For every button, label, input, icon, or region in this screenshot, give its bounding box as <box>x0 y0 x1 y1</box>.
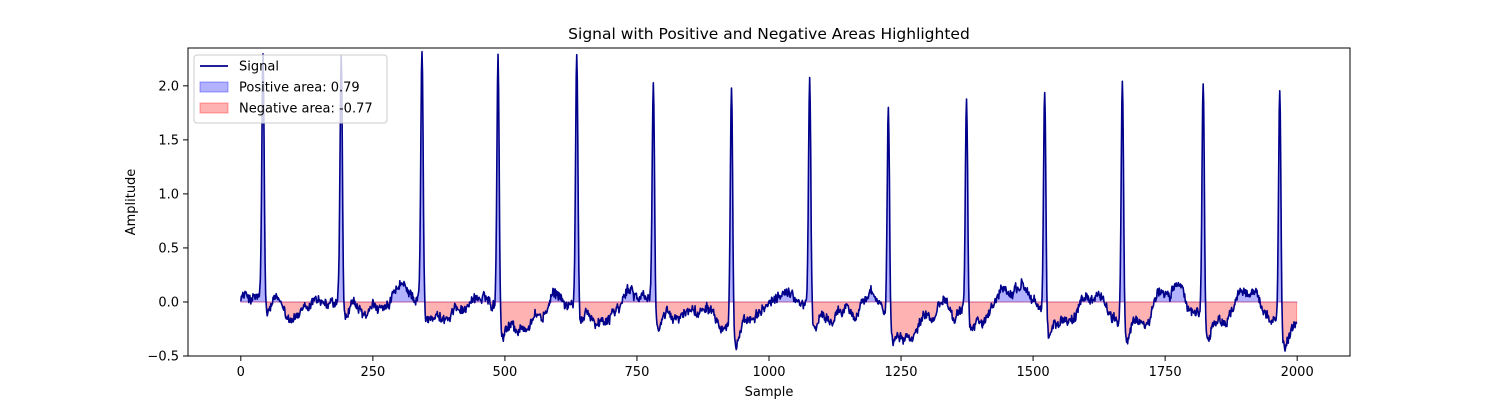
y-tick-label: 1.5 <box>158 133 179 148</box>
y-tick-label: 2.0 <box>158 79 179 94</box>
x-tick-label: 0 <box>237 365 245 380</box>
legend-box <box>193 54 388 124</box>
x-tick-label: 1500 <box>1017 365 1050 380</box>
legend: Signal Positive area: 0.79 Negative area: … <box>193 54 388 124</box>
y-tick-label: −0.5 <box>147 350 179 365</box>
x-tick-label: 250 <box>360 365 385 380</box>
legend-entry-label: Positive area: 0.79 <box>239 81 360 96</box>
chart-title: Signal with Positive and Negative Areas … <box>568 25 970 43</box>
legend-entry-label: Negative area: -0.77 <box>239 102 373 117</box>
x-axis-label: Sample <box>745 385 794 400</box>
y-axis-ticks: −0.5 0.0 0.5 1.0 1.5 2.0 <box>147 79 188 365</box>
x-tick-label: 750 <box>625 365 650 380</box>
legend-area-swatch <box>199 81 229 93</box>
y-tick-label: 0.5 <box>158 241 179 256</box>
x-tick-label: 1250 <box>884 365 917 380</box>
x-tick-label: 1000 <box>752 365 785 380</box>
x-axis-ticks: 0 250 500 750 1000 1250 1500 1750 2000 <box>237 356 1314 380</box>
x-tick-label: 2000 <box>1281 365 1314 380</box>
signal-line <box>240 50 1298 352</box>
y-tick-label: 1.0 <box>158 187 179 202</box>
x-tick-label: 1750 <box>1149 365 1182 380</box>
signal-line-group <box>240 50 1298 352</box>
y-tick-label: 0.0 <box>158 295 179 310</box>
legend-area-swatch <box>199 102 229 114</box>
x-tick-label: 500 <box>492 365 517 380</box>
y-axis-label: Amplitude <box>124 169 139 236</box>
legend-entry-label: Signal <box>239 60 279 75</box>
